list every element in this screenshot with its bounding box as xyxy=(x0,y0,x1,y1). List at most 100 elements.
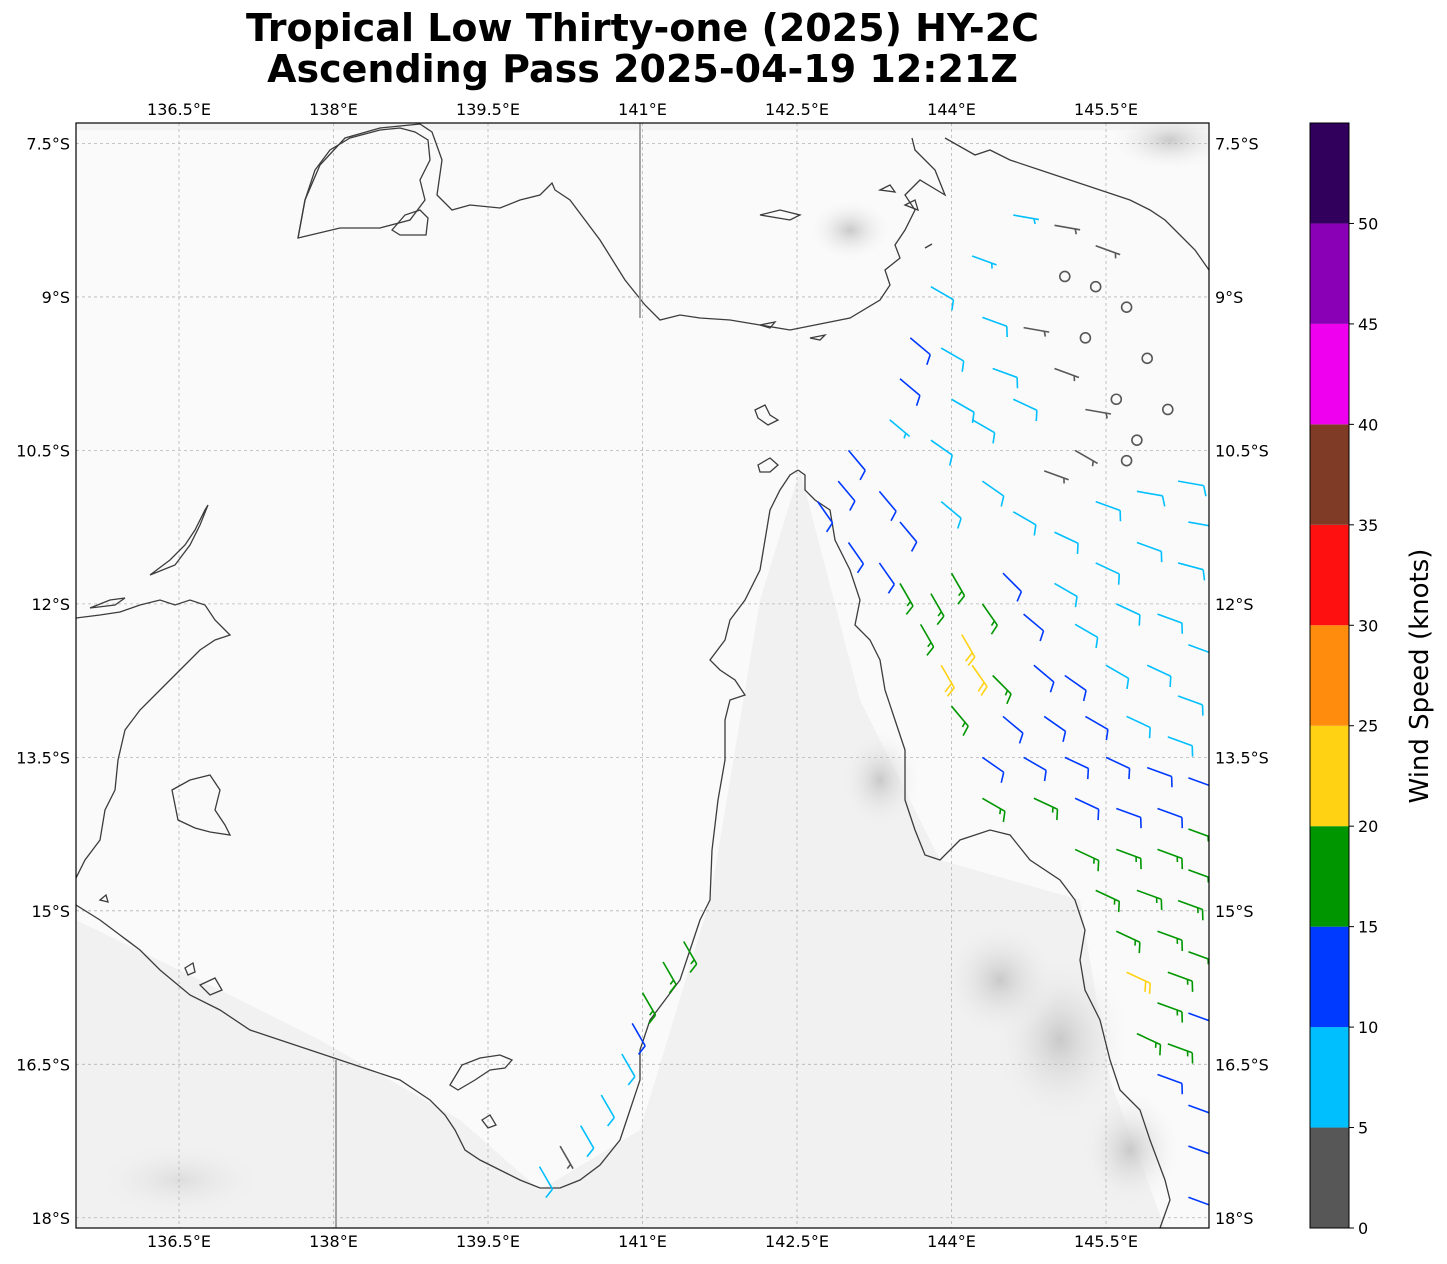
wind-barb xyxy=(1157,1002,1184,1023)
wind-barb xyxy=(940,664,955,697)
colorbar-tick-label: 20 xyxy=(1358,817,1378,836)
wind-barb xyxy=(1074,848,1100,872)
wind-barb xyxy=(1023,326,1050,337)
wind-barb xyxy=(1157,848,1184,870)
lat-tick-label-right: 13.5°S xyxy=(1215,748,1269,767)
wind-barb xyxy=(951,398,975,424)
wind-barb xyxy=(1116,807,1142,829)
wind-barb xyxy=(940,347,965,372)
wind-barb xyxy=(1095,889,1121,913)
colorbar-bin xyxy=(1310,826,1349,927)
wind-barb xyxy=(837,480,856,511)
wind-barb xyxy=(1002,715,1024,744)
wind-barb xyxy=(930,439,953,466)
lat-tick-label-right: 9°S xyxy=(1215,288,1243,307)
wind-barb xyxy=(1116,848,1142,870)
colorbar-tick-label: 5 xyxy=(1358,1119,1368,1138)
wind-barb xyxy=(981,603,998,635)
colorbar-tick-label: 10 xyxy=(1358,1018,1378,1037)
wind-barb xyxy=(1085,408,1112,419)
wind-barb xyxy=(816,501,834,533)
wind-barb xyxy=(1033,664,1055,693)
map-area[interactable] xyxy=(75,110,1230,1229)
wind-barb xyxy=(683,941,698,973)
wind-barb xyxy=(1013,214,1040,225)
lon-tick-label-bottom: 138°E xyxy=(309,1232,358,1251)
colorbar-bin xyxy=(1310,223,1349,324)
calm-circle xyxy=(1162,403,1174,416)
coastline-new-guinea xyxy=(297,123,947,331)
wind-barb xyxy=(1136,889,1163,911)
lon-tick-label-top: 136.5°E xyxy=(147,100,211,119)
coastlines xyxy=(76,123,1209,1228)
wind-barb xyxy=(1074,623,1099,649)
lat-tick-label-left: 10.5°S xyxy=(16,441,70,460)
wind-barb xyxy=(1167,1043,1194,1064)
wind-barb xyxy=(1167,736,1194,757)
wind-barb xyxy=(631,1022,646,1055)
colorbar-bin xyxy=(1310,424,1349,525)
wind-barb xyxy=(950,572,966,605)
wind-barb xyxy=(1115,603,1141,626)
wind-barb xyxy=(1054,582,1078,608)
wind-barb xyxy=(961,634,976,667)
coastline-wessel-islands xyxy=(89,504,209,609)
wind-barb xyxy=(1054,531,1079,555)
lat-tick-label-left: 18°S xyxy=(31,1209,70,1228)
wind-barb xyxy=(1136,1032,1162,1056)
lon-tick-label-bottom: 139.5°E xyxy=(456,1232,520,1251)
wind-barb xyxy=(1043,715,1067,743)
lat-tick-label-right: 18°S xyxy=(1215,1209,1254,1228)
lat-tick-label-right: 10.5°S xyxy=(1215,441,1269,460)
wind-barb xyxy=(1136,490,1166,507)
gridlines xyxy=(76,123,1209,1228)
colorbar-tick-label: 25 xyxy=(1358,717,1378,736)
wind-barb xyxy=(1074,449,1099,467)
coastline-groote-eylandt xyxy=(171,774,232,836)
wind-barb xyxy=(1012,511,1037,536)
wind-barb xyxy=(878,490,897,522)
calm-circle xyxy=(1141,352,1153,365)
colorbar-bin xyxy=(1310,926,1349,1028)
wind-barb xyxy=(982,316,1008,338)
map-frame xyxy=(75,122,1210,1229)
wind-barb xyxy=(878,562,895,594)
colorbar-tick-label: 50 xyxy=(1358,214,1378,233)
lon-tick-label-bottom: 145.5°E xyxy=(1074,1232,1138,1251)
calm-circle xyxy=(1131,434,1143,446)
wind-barb xyxy=(1177,480,1207,497)
wind-barb xyxy=(1095,245,1121,259)
lat-tick-label-left: 13.5°S xyxy=(16,748,70,767)
colorbar-bin xyxy=(1310,323,1349,425)
wind-barb xyxy=(1157,807,1184,829)
colorbar-bin xyxy=(1310,1027,1349,1128)
wind-barb xyxy=(1146,664,1172,688)
lon-tick-label-top: 139.5°E xyxy=(456,100,520,119)
coastline-wellesley-small xyxy=(98,893,223,996)
wind-barb xyxy=(919,623,935,656)
calm-circle xyxy=(1120,301,1133,313)
lat-tick-label-right: 12°S xyxy=(1215,595,1254,614)
lon-tick-label-top: 141°E xyxy=(618,100,667,119)
wind-barb xyxy=(982,797,1006,823)
wind-barb xyxy=(1177,899,1204,921)
axis-tick-labels: 136.5°E 136.5°E 138°E 138°E 139.5°E 139.5°E 14… xyxy=(16,100,1269,1251)
wind-barb xyxy=(1105,664,1130,690)
wind-barb xyxy=(1023,613,1045,642)
coastline-small-islands-1 xyxy=(391,209,429,236)
wind-barb xyxy=(538,1166,554,1199)
wind-barb xyxy=(1177,695,1204,716)
wind-barb xyxy=(909,337,931,366)
lat-tick-label-left: 15°S xyxy=(31,902,70,921)
wind-barb xyxy=(1002,572,1023,602)
wind-barb xyxy=(981,756,1005,783)
lon-tick-label-bottom: 142.5°E xyxy=(765,1232,829,1251)
calm-circle xyxy=(1089,280,1102,293)
wind-barbs xyxy=(538,214,1209,1207)
wind-barb xyxy=(930,286,955,311)
wind-barb xyxy=(1157,930,1184,951)
coastline-cape-york-tip xyxy=(76,469,799,1189)
wind-barb xyxy=(930,593,945,626)
wind-barb xyxy=(992,367,1019,389)
